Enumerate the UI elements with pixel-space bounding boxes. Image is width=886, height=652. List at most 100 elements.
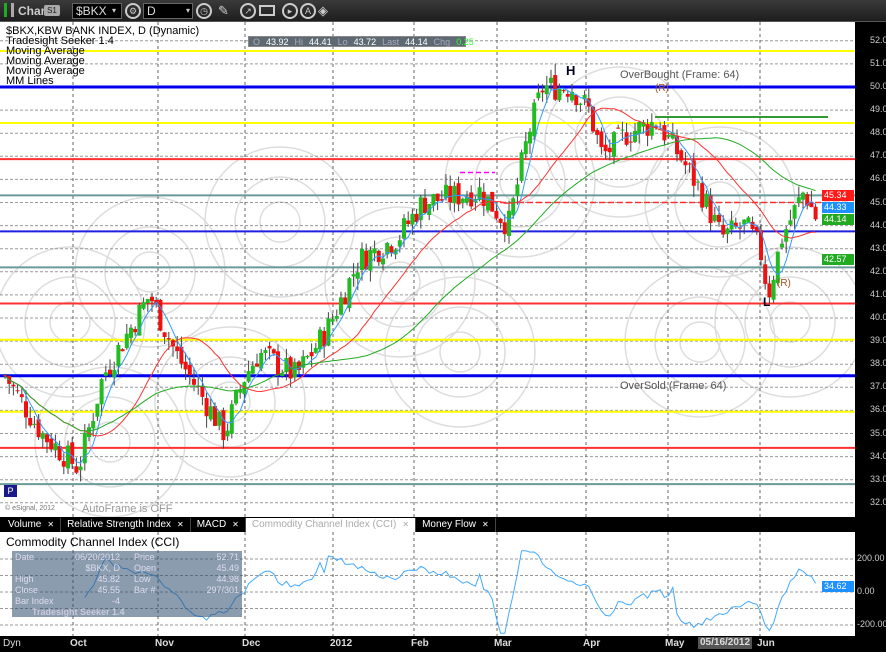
candle-body [372,248,377,254]
symbol-input[interactable]: $BKX [72,3,122,19]
candle-body [679,150,684,161]
candle-body [259,352,264,369]
candle-body [133,328,138,333]
close-icon[interactable]: ✕ [481,520,489,529]
candle-body [208,406,213,420]
tab-volume[interactable]: Volume ✕ [2,518,62,532]
price-tick: 41.00 [870,288,886,299]
candle-body [339,297,343,315]
tab-rsi[interactable]: Relative Strength Index ✕ [61,518,191,532]
price-chart[interactable]: $BKX,KBW BANK INDEX, D (Dynamic) Tradesi… [0,22,855,517]
candle-body [280,373,285,376]
cursor-icon[interactable]: ↗ [240,3,256,19]
candle-body [444,184,448,198]
low-label: L [763,295,771,309]
candle-body [523,141,528,155]
candle-body [204,398,209,417]
play-icon[interactable]: ▸ [282,3,298,19]
candle-body [519,152,524,181]
cci-badge: 34.62 [822,581,854,593]
candle-body [532,102,537,137]
interval-input[interactable]: D [143,3,193,19]
price-tick: 36.00 [870,404,886,415]
tooltip-key: Open [134,563,157,573]
p-button[interactable]: P [4,485,17,497]
candle-body [360,248,364,271]
candle-body [456,183,461,205]
candle-body [750,221,755,230]
price-tick: 44.00 [870,219,886,230]
candle-body [498,218,503,223]
symbol-dropdown-icon[interactable]: ▾ [112,6,117,15]
legend-item[interactable]: Moving Average [6,45,85,57]
candle-body [574,95,579,106]
date-axis[interactable]: Oct Nov Dec 2012 Feb Mar Apr May Jun 05/16/2012 [0,636,886,652]
candle-body [263,350,268,353]
tooltip-key: High [15,574,34,584]
cci-title: Commodity Channel Index (CCI) [6,535,180,549]
background-circle [154,326,306,478]
candle-body [116,344,121,367]
tooltip-value: -4 [111,596,120,606]
autoframe-status: AutoFrame is OFF [82,503,173,515]
candle-body [305,355,310,358]
interval-dropdown-icon[interactable]: ▾ [186,6,191,15]
close-icon[interactable]: ✕ [47,520,55,529]
tab-cci[interactable]: Commodity Channel Index (CCI) ✕ [245,518,417,532]
price-tick: 47.00 [870,150,886,161]
price-tick: 34.00 [870,450,886,461]
tooltip-value: 45.82 [97,574,120,584]
last-label: Last [382,37,400,47]
candle-body [49,438,54,450]
candle-body [87,427,91,438]
candle-body [561,90,566,92]
candle-body [540,90,545,93]
background-circle [0,246,146,398]
screen-icon[interactable] [259,5,275,16]
candle-body [805,194,810,206]
link-badge[interactable]: S1 [44,5,60,16]
candle-body [784,229,789,242]
legend-item[interactable]: Moving Average [6,65,85,77]
candle-body [544,85,549,95]
open-label: O [253,37,261,47]
candle-body [515,184,520,196]
pencil-icon[interactable]: ✎ [218,3,229,18]
legend-item[interactable]: Moving Average [6,55,85,67]
candle-body [595,130,600,135]
candle-body [809,201,814,208]
close-icon[interactable]: ✕ [232,520,239,529]
close-icon[interactable]: ✕ [177,520,184,529]
price-tick: 37.00 [870,381,886,392]
cci-line [84,550,817,634]
candle-body [507,210,511,237]
price-axis[interactable]: 52.00 51.00 50.00 49.00 48.00 47.00 46.00 45.00… [855,22,886,517]
candle-body [767,283,772,298]
tab-macd[interactable]: MACD ✕ [191,518,246,532]
gear-icon[interactable]: ⚙ [125,3,141,19]
candle-body [788,220,793,225]
candle-body [754,226,759,232]
tab-label: Relative Strength Index [67,519,172,530]
candle-body [763,264,768,284]
candle-body [591,106,595,132]
clock-icon[interactable]: ◷ [196,3,212,19]
candle-body [645,123,650,136]
price-tick: 52.00 [870,34,886,45]
a-icon[interactable]: A [300,3,316,19]
candle-body [213,406,217,426]
eraser-icon[interactable]: ◈ [318,3,328,18]
legend-item[interactable]: MM Lines [6,75,54,87]
candle-body [355,272,360,279]
candle-body [108,369,112,375]
candle-body [687,163,692,165]
close-icon[interactable]: ✕ [402,520,410,529]
legend-item[interactable]: Tradesight Seeker 1.4 [6,35,114,47]
cci-axis[interactable]: 200.00 0.00 -200.00 [855,532,886,636]
candle-body [696,181,700,183]
candle-body [112,369,117,378]
tab-money-flow[interactable]: Money Flow ✕ [416,518,496,532]
candle-body [229,404,234,434]
background-circle [259,201,301,243]
candle-body [599,131,604,148]
